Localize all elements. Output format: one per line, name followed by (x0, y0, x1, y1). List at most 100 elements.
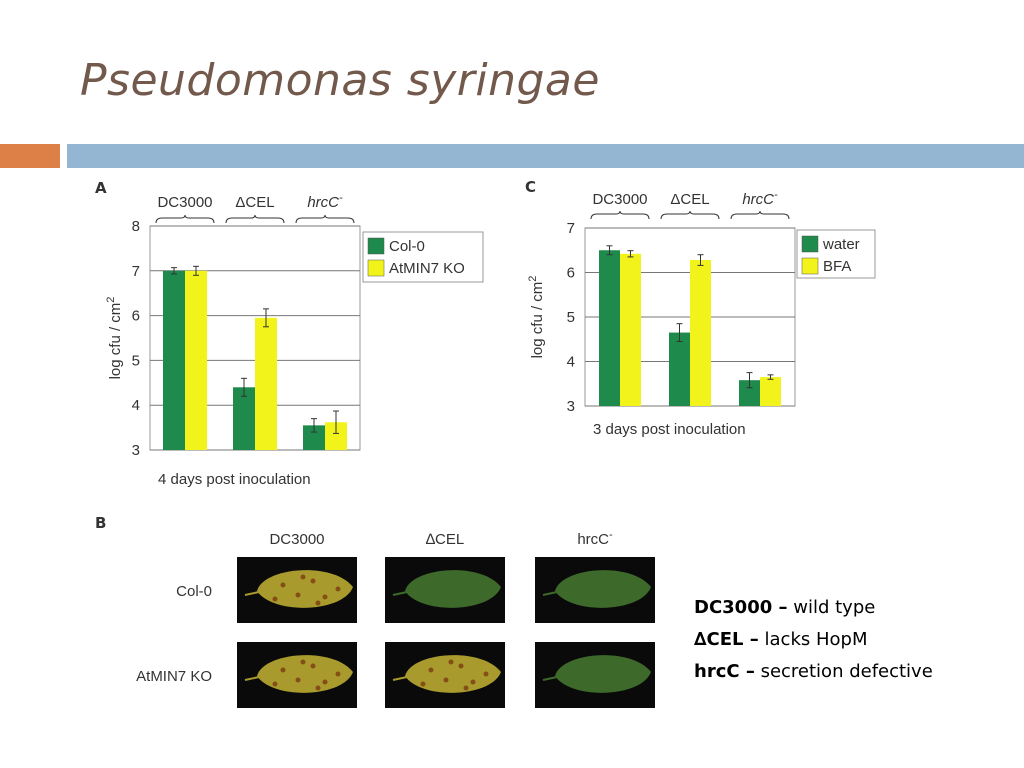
y-tick-label: 7 (132, 263, 140, 280)
slide-title: Pseudomonas syringae (80, 55, 600, 106)
key-term: hrcC – (694, 661, 755, 682)
y-tick-label: 8 (132, 218, 140, 235)
group-brace (225, 214, 285, 224)
group-label: hrcC- (307, 192, 343, 211)
y-tick-label: 5 (567, 309, 575, 326)
group-brace (730, 210, 790, 220)
group-brace (155, 214, 215, 224)
legend-swatch (801, 235, 819, 253)
lesion-spot (280, 582, 286, 588)
group-label: hrcC- (742, 189, 778, 208)
leaf-blade (257, 570, 353, 608)
bar (599, 250, 620, 406)
key-term: DC3000 – (694, 597, 788, 618)
x-axis-label: 3 days post inoculation (593, 421, 746, 438)
lesion-spot (322, 679, 328, 685)
y-tick-label: 3 (567, 398, 575, 415)
lesion-spot (315, 600, 321, 606)
chart-panel-a: A 3 4 5 6 7 8 DC3000 ΔCEL hrcC- 4 days post inocul… (95, 179, 484, 488)
leaf-blade (257, 655, 353, 693)
bar (620, 253, 641, 406)
group-brace (295, 214, 355, 224)
lesion-spot (463, 685, 469, 691)
bar (669, 332, 690, 406)
lesion-spot (420, 681, 426, 687)
y-tick-label: 5 (132, 352, 140, 369)
leaf-blade (555, 655, 651, 693)
bar (185, 270, 207, 450)
leaf-panel-b: B DC3000 ∆CEL hrcC- Col-0 AtMIN7 KO (95, 514, 655, 708)
group-label: DC3000 (157, 194, 212, 211)
key-desc: wild type (787, 597, 876, 618)
y-tick-label: 6 (132, 308, 140, 325)
leaf-column-label: hrcC- (577, 529, 613, 548)
lesion-spot (322, 594, 328, 600)
group-brace (590, 210, 650, 220)
leaf-row-label: AtMIN7 KO (136, 668, 212, 685)
bar (690, 260, 711, 406)
lesion-spot (310, 663, 316, 669)
lesion-spot (272, 596, 278, 602)
legend-swatch (367, 237, 385, 255)
key-row-hrcc: hrcC – secretion defective (694, 656, 994, 688)
leaf-column-label: DC3000 (269, 531, 324, 548)
lesion-spot (470, 679, 476, 685)
lesion-spot (448, 659, 454, 665)
lesion-spot (280, 667, 286, 673)
y-tick-label: 3 (132, 442, 140, 459)
leaf-blade (555, 570, 651, 608)
leaf-blade (405, 655, 501, 693)
leaf-stem (244, 676, 260, 681)
group-label: DC3000 (592, 191, 647, 208)
group-brace (660, 210, 720, 220)
key-desc: lacks HopM (758, 629, 868, 650)
legend-swatch (367, 259, 385, 277)
x-axis-label: 4 days post inoculation (158, 471, 311, 488)
bar (739, 380, 760, 406)
lesion-spot (300, 574, 306, 580)
leaf-stem (542, 591, 558, 596)
group-label: ΔCEL (235, 194, 274, 211)
legend-label: Col-0 (389, 238, 425, 255)
leaf-column-label: ∆CEL (426, 531, 464, 548)
lesion-spot (315, 685, 321, 691)
leaf-stem (392, 591, 408, 596)
group-label: ΔCEL (670, 191, 709, 208)
key-row-cel: ∆CEL – lacks HopM (694, 624, 994, 656)
bar (255, 317, 277, 450)
legend-swatch (801, 257, 819, 275)
panel-letter: C (525, 178, 536, 196)
lesion-spot (483, 671, 489, 677)
lesion-spot (458, 663, 464, 669)
lesion-spot (310, 578, 316, 584)
key-row-dc3000: DC3000 – wild type (694, 592, 994, 624)
legend-label: BFA (823, 258, 851, 275)
legend-label: AtMIN7 KO (389, 260, 465, 277)
bar (233, 387, 255, 450)
bar (303, 425, 325, 450)
lesion-spot (295, 677, 301, 683)
lesion-spot (272, 681, 278, 687)
panel-letter: A (95, 179, 107, 197)
lesion-spot (300, 659, 306, 665)
lesion-spot (428, 667, 434, 673)
lesion-spot (295, 592, 301, 598)
key-term: ∆CEL – (694, 629, 759, 650)
y-tick-label: 6 (567, 265, 575, 282)
leaf-row-label: Col-0 (176, 583, 212, 600)
lesion-spot (335, 586, 341, 592)
lesion-spot (335, 671, 341, 677)
y-tick-label: 7 (567, 220, 575, 237)
leaf-blade (405, 570, 501, 608)
y-tick-label: 4 (132, 397, 140, 414)
leaf-stem (244, 591, 260, 596)
leaf-stem (392, 676, 408, 681)
leaf-stem (542, 676, 558, 681)
legend-label: water (822, 236, 860, 253)
lesion-spot (443, 677, 449, 683)
panel-letter: B (95, 514, 106, 532)
bar (325, 422, 347, 450)
accent-bar (0, 144, 60, 168)
y-axis-label: log cfu / cm2 (527, 276, 546, 359)
